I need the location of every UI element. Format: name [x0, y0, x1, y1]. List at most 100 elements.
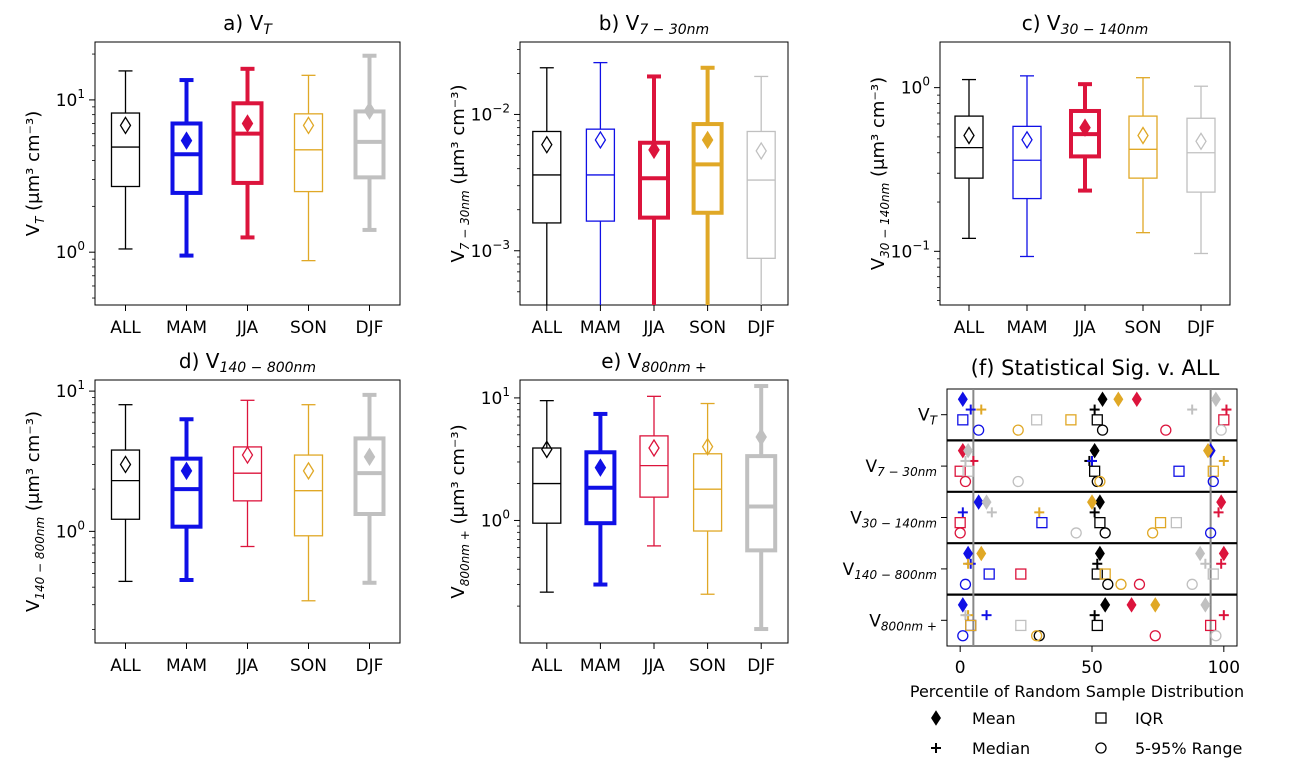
point-median-djf: [960, 455, 971, 466]
panel-b: 10−3 10−2 ALL MAM JJA SON DJF b) V7 − 30nm V7 − …: [448, 11, 789, 338]
point-mean-all: [1089, 442, 1100, 459]
iqr-box: [293, 454, 324, 537]
point-iqr-son: [1099, 568, 1111, 580]
mean-marker: [648, 140, 660, 160]
point-iqr-mam: [1173, 465, 1185, 477]
point-iqr-jja: [954, 465, 966, 477]
y-tick-label: 100: [901, 75, 930, 99]
x-tick-label-all: ALL: [110, 656, 141, 676]
point-iqr-all: [1091, 568, 1103, 580]
point-median-jja: [1218, 610, 1229, 621]
y-tick-label: 100: [56, 239, 85, 263]
x-axis-label-f: Percentile of Random Sample Distribution: [910, 682, 1244, 701]
point-median-son: [976, 404, 987, 415]
y-tick-label: 10−1: [891, 238, 930, 262]
y-tick-label: 101: [481, 385, 510, 409]
point-iqr-all: [1091, 619, 1103, 632]
box-jja: [1069, 82, 1101, 193]
point-mean-all: [1094, 494, 1105, 510]
panel-title-d: d) V140 − 800nm: [179, 349, 316, 376]
point-median-all: [1089, 404, 1100, 415]
point-mean-mam: [957, 391, 968, 408]
box-mam: [584, 411, 617, 587]
legend-label-range: 5-95% Range: [1135, 739, 1242, 758]
point-mean-djf: [1200, 597, 1211, 613]
legend-label-mean: Mean: [972, 709, 1016, 728]
mean-marker: [241, 445, 254, 465]
mean-marker: [594, 130, 607, 150]
point-iqr-djf: [1170, 516, 1183, 529]
point-median-jja: [1221, 404, 1232, 415]
point-iqr-mam: [1036, 516, 1048, 529]
point-mean-son: [1087, 494, 1097, 510]
x-tick-label-son: SON: [290, 318, 327, 338]
point-mean-son: [1113, 391, 1124, 408]
mean-marker: [241, 114, 254, 133]
x-tick-label-jja: JJA: [642, 656, 665, 676]
panel-title-c: c) V30 − 140nm: [1022, 11, 1149, 38]
box-all: [532, 399, 562, 593]
point-range-all: [1091, 475, 1103, 488]
point-mean-jja: [1126, 597, 1137, 613]
box-jja: [639, 395, 669, 547]
iqr-box: [532, 447, 562, 524]
iqr-box: [1012, 125, 1042, 200]
point-median-djf: [960, 610, 971, 621]
point-iqr-son: [1154, 516, 1167, 529]
point-median-djf: [1200, 558, 1211, 569]
x-tick-label-djf: DJF: [356, 656, 384, 676]
box-djf: [1186, 85, 1216, 255]
box-djf: [353, 392, 386, 585]
point-iqr-jja: [1218, 414, 1230, 426]
point-range-jja: [959, 475, 972, 488]
point-median-mam: [981, 610, 992, 621]
point-iqr-son: [1065, 414, 1077, 426]
mean-marker: [541, 440, 553, 459]
point-range-all: [1099, 527, 1111, 539]
panel-title-e: e) V800nm +: [601, 349, 707, 376]
box-son: [293, 74, 324, 262]
box-djf: [353, 53, 386, 232]
box-jja: [638, 74, 670, 305]
row-label: V30 − 140nm: [850, 509, 937, 531]
plot-frame-f: [946, 388, 1238, 647]
panel-c: 10−1 100 ALL MAM JJA SON DJF c) V30 − 140nm V30 …: [868, 11, 1231, 338]
y-tick-label: 10−3: [471, 238, 510, 262]
row-label: VT: [918, 406, 939, 428]
point-iqr-mam: [957, 414, 969, 426]
iqr-box: [170, 456, 203, 529]
point-median-son: [1034, 507, 1045, 518]
point-iqr-djf: [1030, 414, 1043, 426]
point-mean-djf: [981, 494, 992, 510]
x-tick-label: 100: [1208, 658, 1240, 678]
x-tick-label-mam: MAM: [580, 318, 621, 338]
y-axis-label-a: VT (μm³ cm⁻³): [23, 111, 47, 237]
point-median-mam: [965, 404, 976, 415]
iqr-box: [231, 101, 264, 185]
mean-marker: [963, 126, 975, 145]
mean-marker: [1195, 132, 1207, 151]
box-mam: [170, 78, 203, 258]
y-tick-label: 10−2: [471, 101, 510, 125]
x-tick-label-djf: DJF: [1187, 318, 1215, 338]
mean-marker: [363, 101, 376, 120]
iqr-box: [691, 122, 724, 215]
mean-marker: [701, 437, 714, 456]
y-axis-label-e: V800nm + (μm³ cm⁻³): [448, 424, 472, 598]
box-son: [692, 402, 723, 595]
point-range-djf: [1186, 578, 1198, 590]
legend-label-iqr: IQR: [1135, 709, 1163, 728]
point-range-son: [1115, 578, 1127, 590]
box-all: [532, 67, 562, 305]
point-iqr-djf: [1207, 568, 1219, 580]
point-mean-all: [1097, 391, 1108, 408]
mean-marker: [302, 116, 315, 135]
mean-marker: [541, 135, 553, 154]
legend-marker-iqr: [1095, 712, 1107, 724]
point-median-djf: [1187, 404, 1198, 415]
iqr-box: [746, 130, 776, 259]
point-range-djf: [1070, 527, 1082, 539]
x-tick-label-djf: DJF: [747, 656, 775, 676]
point-mean-jja: [1131, 391, 1142, 408]
